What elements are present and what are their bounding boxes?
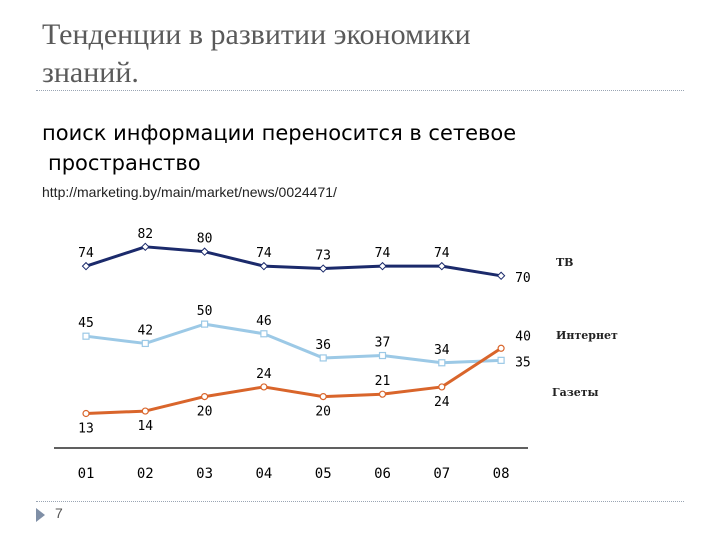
x-tick-label: 07 xyxy=(433,466,450,482)
data-point xyxy=(201,320,209,328)
data-label: 74 xyxy=(434,246,450,261)
data-point xyxy=(319,392,327,401)
data-point xyxy=(378,351,387,360)
data-point xyxy=(438,359,446,367)
data-label: 80 xyxy=(197,232,213,247)
data-point xyxy=(378,261,387,271)
data-point xyxy=(378,390,387,398)
data-label: 21 xyxy=(375,374,391,389)
data-label: 50 xyxy=(197,304,213,319)
legend-label: Интернет xyxy=(556,329,618,342)
legend-label: ТВ xyxy=(556,256,573,269)
page-marker-icon xyxy=(36,508,45,522)
data-point xyxy=(497,356,505,364)
footer-divider xyxy=(36,501,684,502)
slide-title: Тенденции в развитии экономики знаний. xyxy=(42,16,682,92)
x-tick-label: 08 xyxy=(493,466,510,482)
subtitle-line-1: поиск информации переносится в сетевое xyxy=(42,121,517,145)
data-label: 82 xyxy=(137,227,153,242)
data-label: 37 xyxy=(375,336,391,351)
data-label: 13 xyxy=(78,422,94,437)
data-label: 46 xyxy=(256,314,272,329)
data-point xyxy=(496,271,506,281)
data-label: 73 xyxy=(315,249,331,264)
data-point xyxy=(200,247,209,256)
data-label: 74 xyxy=(256,246,272,261)
data-point xyxy=(497,344,505,352)
data-label: 35 xyxy=(515,355,531,370)
source-url: http://marketing.by/main/market/news/002… xyxy=(42,184,337,200)
slide-title-line-1: Тенденции в развитии экономики xyxy=(42,18,471,51)
data-point xyxy=(141,242,150,252)
x-tick-label: 01 xyxy=(78,466,95,482)
subtitle-line-2: пространство xyxy=(48,151,201,175)
data-point xyxy=(437,261,447,271)
data-point xyxy=(82,409,90,418)
series-line xyxy=(85,245,502,278)
data-point xyxy=(259,261,269,271)
data-point xyxy=(260,330,268,338)
data-label: 40 xyxy=(515,329,531,344)
data-label: 20 xyxy=(315,405,331,420)
x-tick-label: 02 xyxy=(137,466,154,482)
data-point xyxy=(260,383,268,391)
series-line xyxy=(85,347,502,415)
data-label: 14 xyxy=(137,419,153,434)
data-point xyxy=(141,407,149,415)
line-chart: 01 02 03 04 05 06 07 08 74 82 80 74 73 74 74 70 ТВ 45 42 50… xyxy=(54,227,618,482)
data-label: 20 xyxy=(197,405,213,420)
data-label: 74 xyxy=(375,246,391,261)
data-point xyxy=(201,392,209,401)
slide-subtitle: поиск информации переносится в сетевое п… xyxy=(42,118,682,178)
data-label: 42 xyxy=(137,323,153,338)
data-point xyxy=(438,383,446,391)
data-point xyxy=(319,354,327,362)
page-number: 7 xyxy=(55,505,63,521)
data-point xyxy=(141,339,149,348)
series-line xyxy=(85,322,502,365)
data-label: 24 xyxy=(256,367,272,382)
x-tick-label: 04 xyxy=(255,466,272,482)
x-tick-label: 05 xyxy=(315,466,332,482)
slide-title-line-2: знаний. xyxy=(42,56,139,89)
data-label: 24 xyxy=(434,395,450,410)
data-label: 45 xyxy=(78,316,94,331)
x-tick-label: 03 xyxy=(196,466,213,482)
data-label: 70 xyxy=(515,271,531,286)
data-label: 34 xyxy=(434,343,450,358)
data-point xyxy=(318,264,328,273)
data-point xyxy=(81,261,91,271)
data-label: 36 xyxy=(315,338,331,353)
title-divider xyxy=(36,90,684,91)
x-tick-label: 06 xyxy=(374,466,391,482)
data-label: 74 xyxy=(78,246,94,261)
data-point xyxy=(82,332,90,340)
legend-label: Газеты xyxy=(552,386,599,399)
